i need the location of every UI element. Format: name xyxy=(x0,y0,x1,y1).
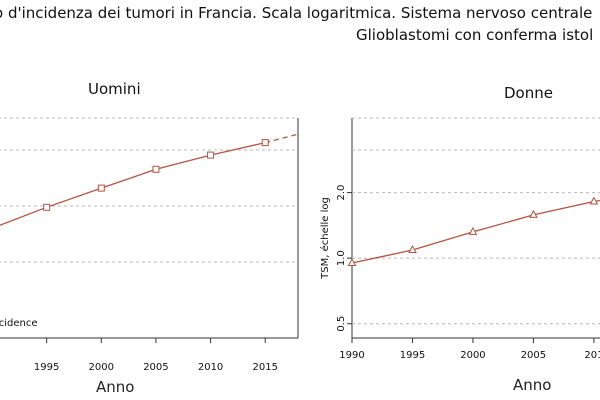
y-tick-label: 0.5 xyxy=(336,316,347,332)
y-tick-label: 1.0 xyxy=(336,250,347,266)
panel-title-uomini: Uomini xyxy=(88,80,141,98)
data-point xyxy=(589,196,599,205)
series-projection xyxy=(265,133,299,144)
plot-area-uomini: 1995 2000 2005 2010 2015 icidence xyxy=(0,117,299,373)
x-tick-label: 1990 xyxy=(339,350,364,361)
data-point xyxy=(347,257,357,267)
data-point xyxy=(529,209,538,218)
x-tick-label: 2000 xyxy=(460,350,485,361)
plot-area-donne: 1990 1995 2000 2005 201 0.5 1.0 2.0 TSM, échelle… xyxy=(319,117,600,361)
chart-title-line-1: o d'incidenza dei tumori in Francia. Sca… xyxy=(0,4,593,22)
x-tick-label: 2005 xyxy=(143,362,168,373)
x-tick-label: 2015 xyxy=(252,362,277,373)
y-tick-label: 2.0 xyxy=(336,185,347,201)
data-point xyxy=(408,244,417,254)
chart-title-line-2: Glioblastomi con conferma istol xyxy=(356,26,594,44)
x-tick-label: 1995 xyxy=(400,350,425,361)
panel-title-donne: Donne xyxy=(504,84,553,102)
x-tick-label: 2005 xyxy=(521,350,546,361)
series-line xyxy=(0,141,266,226)
x-tick-label: 2000 xyxy=(89,362,114,373)
x-tick-label: 2010 xyxy=(198,362,223,373)
data-point xyxy=(468,226,478,235)
x-axis-label-uomini: Anno xyxy=(96,378,135,396)
data-point xyxy=(207,151,215,159)
data-point xyxy=(261,139,269,147)
data-point xyxy=(43,203,51,211)
data-point xyxy=(152,165,160,173)
data-point xyxy=(97,184,105,192)
y-axis-label: TSM, échelle log xyxy=(319,197,331,280)
x-tick-label: 1995 xyxy=(34,362,59,373)
x-tick-label: 201 xyxy=(584,350,600,361)
series-line xyxy=(351,199,600,264)
x-axis-label-donne: Anno xyxy=(513,376,552,394)
legend-label: icidence xyxy=(0,318,38,329)
